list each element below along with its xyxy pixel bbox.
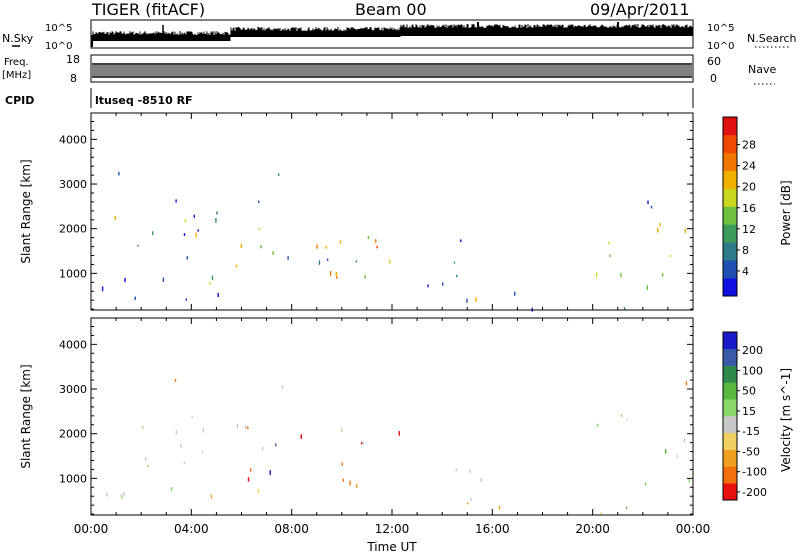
velocity-panel: 1000 2000 3000 4000 Slant Range [km] 200 100 50… <box>19 317 793 516</box>
radar-title: TIGER (fitACF) <box>92 0 206 19</box>
colorbar-tick-label: -100 <box>742 466 767 479</box>
colorbar-tick-label: 50 <box>742 385 756 398</box>
colorbar-tick-label: 15 <box>742 405 756 418</box>
y-tick-label: 3000 <box>59 178 87 191</box>
date-title: 09/Apr/2011 <box>590 0 690 19</box>
colorbar-title: Power [dB] <box>779 180 793 245</box>
freq-label: Freq. <box>4 57 29 68</box>
x-axis-title: Time UT <box>366 540 417 554</box>
colorbar-tick-label: 100 <box>742 364 763 377</box>
colorbar-tick-label: 12 <box>742 223 756 236</box>
colorbar-tick-label: 28 <box>742 139 756 152</box>
y-tick-label: 2000 <box>59 223 87 236</box>
nsearch-label: N.Search <box>747 32 797 45</box>
power-colorbar: 4 8 12 16 20 24 28 Power [dB] <box>722 116 793 297</box>
x-tick-label: 00:00 <box>74 522 109 536</box>
x-tick-label: 04:00 <box>174 522 209 536</box>
nave-tick-top: 60 <box>707 55 721 68</box>
cpid-value: ltuseq -8510 RF <box>95 94 193 107</box>
x-tick-label: 20:00 <box>575 522 610 536</box>
freq-panel: Freq. [MHz] 18 8 60 0 Nave <box>2 53 776 85</box>
y-tick-label: 4000 <box>59 133 87 146</box>
velocity-cells <box>106 379 690 515</box>
y-axis-title: Slant Range [km] <box>19 364 33 468</box>
noise-trace <box>91 22 693 47</box>
colorbar-tick-label: -15 <box>742 425 760 438</box>
colorbar-title: Velocity [m s^-1] <box>779 368 793 472</box>
time-axis: 00:00 04:00 08:00 12:00 16:00 20:00 00:00 <box>74 522 711 536</box>
colorbar-tick-label: 4 <box>742 265 749 278</box>
freq-tick-top: 18 <box>66 53 80 66</box>
velocity-colorbar: 200 100 50 15 -15 -50 -100 -200 Velocity [m s^-1… <box>722 331 793 501</box>
nave-trace <box>92 63 692 78</box>
colorbar-tick-label: 8 <box>742 244 749 257</box>
colorbar-tick-label: 20 <box>742 181 756 194</box>
noise-tick-right-top: 10^5 <box>707 23 734 34</box>
y-tick-label: 1000 <box>59 472 87 485</box>
power-panel: 1000 2000 3000 4000 Slant Range [km] 4 8 12 16 20… <box>19 112 793 312</box>
nsky-label: N.Sky <box>2 32 34 45</box>
x-tick-label: 12:00 <box>375 522 410 536</box>
nave-label: Nave <box>748 63 776 76</box>
noise-panel: N.Sky 10^5 10^0 10^5 10^0 N.Search <box>2 19 797 52</box>
x-tick-label: 16:00 <box>475 522 510 536</box>
colorbar-tick-label: -200 <box>742 486 767 499</box>
y-tick-label: 1000 <box>59 267 87 280</box>
colorbar-tick-label: 16 <box>742 202 756 215</box>
x-tick-label: 08:00 <box>274 522 309 536</box>
noise-tick-left-top: 10^5 <box>45 23 72 34</box>
y-tick-label: 2000 <box>59 428 87 441</box>
y-tick-label: 4000 <box>59 338 87 351</box>
colorbar-tick-label: -50 <box>742 445 760 458</box>
y-axis-title: Slant Range [km] <box>19 159 33 263</box>
colorbar-tick-label: 200 <box>742 344 763 357</box>
beam-title: Beam 00 <box>355 0 427 19</box>
nave-tick-bottom: 0 <box>710 72 717 85</box>
noise-tick-right-bottom: 10^0 <box>707 41 734 52</box>
y-tick-label: 3000 <box>59 383 87 396</box>
cpid-label: CPID <box>5 94 34 107</box>
x-tick-label: 00:00 <box>676 522 711 536</box>
freq-tick-bottom: 8 <box>70 72 77 85</box>
freq-unit: [MHz] <box>2 70 31 81</box>
colorbar-tick-label: 24 <box>742 160 756 173</box>
noise-tick-left-bottom: 10^0 <box>45 41 72 52</box>
power-cells <box>101 171 687 312</box>
